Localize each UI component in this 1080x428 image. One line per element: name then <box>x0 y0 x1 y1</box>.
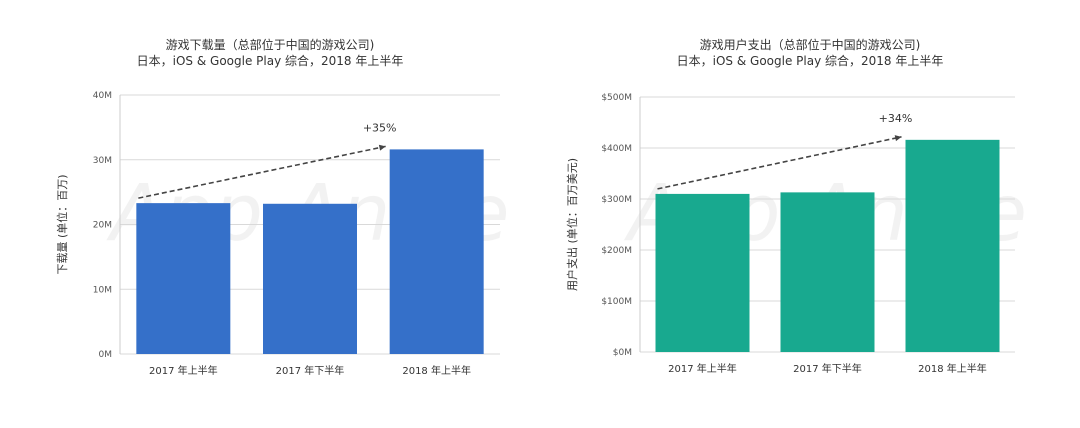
bar <box>905 139 1000 352</box>
y-tick-label: 40M <box>93 91 112 101</box>
x-category-label: 2018 年上半年 <box>402 364 471 377</box>
x-category-label: 2017 年上半年 <box>668 362 737 375</box>
x-category-label: 2017 年下半年 <box>793 362 862 375</box>
y-tick-label: $100M <box>601 297 632 307</box>
spending-bar-chart: App Annie$0M$100M$200M$300M$400M$500M用户支… <box>565 93 1027 375</box>
arrowhead-icon <box>894 135 902 142</box>
y-tick-label: $500M <box>601 93 632 103</box>
chart-panel-spending: 游戏用户支出（总部位于中国的游戏公司) 日本，iOS & Google Play… <box>540 0 1080 428</box>
bar <box>389 149 484 354</box>
bar <box>263 203 357 354</box>
x-category-label: 2017 年上半年 <box>149 364 218 377</box>
y-tick-label: 20M <box>93 221 112 231</box>
growth-arrow <box>138 145 386 199</box>
chart-title: 游戏下载量（总部位于中国的游戏公司) <box>165 38 375 52</box>
chart-title: 游戏用户支出（总部位于中国的游戏公司) <box>699 38 921 52</box>
y-tick-label: $400M <box>601 144 632 154</box>
y-tick-label: $0M <box>613 348 632 358</box>
bar <box>780 192 875 352</box>
arrowhead-icon <box>378 144 386 151</box>
y-axis-label: 用户支出 (单位：百万美元) <box>565 158 579 291</box>
downloads-bar-chart: App Annie0M10M20M30M40M下载量 (单位：百万)2017 年… <box>55 91 510 377</box>
growth-arrow <box>657 136 902 190</box>
chart-subtitle: 日本，iOS & Google Play 综合，2018 年上半年 <box>136 54 404 68</box>
chart-panel-downloads: 游戏下载量（总部位于中国的游戏公司) 日本，iOS & Google Play … <box>55 38 510 377</box>
y-tick-label: $300M <box>601 195 632 205</box>
bar <box>655 193 750 352</box>
y-tick-label: $200M <box>601 246 632 256</box>
y-tick-label: 10M <box>93 285 112 295</box>
bar <box>136 203 231 354</box>
x-category-label: 2018 年上半年 <box>918 362 987 375</box>
chart-subtitle: 日本，iOS & Google Play 综合，2018 年上半年 <box>676 54 944 68</box>
y-tick-label: 0M <box>99 350 113 360</box>
growth-annotation: +35% <box>363 121 397 134</box>
y-tick-label: 30M <box>93 156 112 166</box>
x-category-label: 2017 年下半年 <box>276 364 345 377</box>
y-axis-label: 下载量 (单位：百万) <box>55 174 69 274</box>
growth-annotation: +34% <box>879 112 913 125</box>
